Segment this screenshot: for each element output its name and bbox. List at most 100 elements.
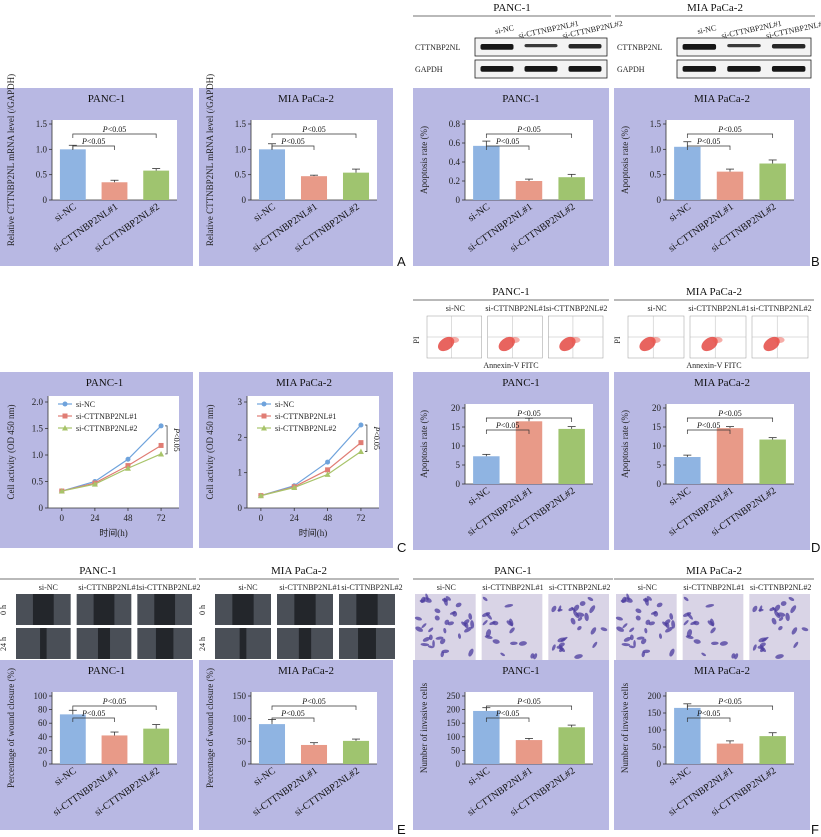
significance-label: P<0.05 <box>301 125 325 134</box>
y-tick-label: 0.2 <box>449 176 460 186</box>
significance-label: P<0.05 <box>696 709 720 718</box>
significance-label: P<0.05 <box>102 125 126 134</box>
data-point <box>325 467 331 473</box>
legend-label: si-NC <box>275 400 294 409</box>
invasive-cell <box>560 636 568 642</box>
bar-si-NC <box>473 145 500 200</box>
chart-title: MIA PaCa-2 <box>694 665 750 677</box>
p-italic: P <box>102 697 108 706</box>
invasive-cell <box>579 601 586 606</box>
invasive-cell <box>587 596 594 601</box>
p-italic: P <box>372 426 381 432</box>
invasive-cell <box>640 638 647 645</box>
chart-title: MIA PaCa-2 <box>278 665 334 677</box>
y-tick-label: 10 <box>652 441 662 451</box>
bar-chart-E2: MIA PaCa-2 0 50 100 150 Percentage of wound c… <box>199 660 393 830</box>
invasive-cell <box>428 627 434 633</box>
bar-si-CTTNBP2NL#1 <box>515 740 543 764</box>
bar-si-CTTNBP2NL#2 <box>759 439 786 484</box>
invasive-cell <box>584 612 589 622</box>
invasive-cell <box>752 644 757 651</box>
invasive-cell <box>427 645 434 649</box>
y-tick-label: 0 <box>43 195 48 205</box>
invasive-cell <box>447 621 454 626</box>
invasive-cell <box>636 636 645 640</box>
y-tick-label: 20 <box>451 403 461 413</box>
bar-chart-F2: MIA PaCa-2 0 50 100 150 200 Number of invasive… <box>614 660 810 830</box>
invasive-cell <box>669 648 675 657</box>
wound-sample-label: si-CTTNBP2NL#1 <box>78 583 139 592</box>
p-rest: <0.05 <box>372 431 381 450</box>
significance-label: P<0.05 <box>696 137 720 146</box>
wound-gap <box>32 594 54 625</box>
data-point <box>158 423 164 429</box>
invasive-cell <box>669 613 674 620</box>
y-axis-label: Cell activity (OD 450 nm) <box>205 405 215 500</box>
invasive-cell <box>482 612 491 617</box>
invasive-cell <box>635 615 641 621</box>
invasive-cell <box>443 627 447 634</box>
significance-bracket <box>485 717 530 722</box>
significance-label: P<0.05 <box>372 426 381 450</box>
y-tick-label: 0 <box>43 759 48 769</box>
invasive-cell <box>457 633 461 639</box>
wound-title: PANC-1 <box>79 565 117 577</box>
invasive-cell <box>435 636 444 640</box>
invasive-cell <box>600 627 608 632</box>
p-rest: <0.05 <box>702 421 721 430</box>
chart-title: MIA PaCa-2 <box>276 377 332 389</box>
line-chart-C2: MIA PaCa-2 0 1 2 3 0 24 48 72 时间(h) Cell activity … <box>199 372 393 548</box>
invasive-cell <box>686 612 693 620</box>
bar-si-CTTNBP2NL#1 <box>101 182 128 200</box>
invasive-cell <box>590 627 597 635</box>
p-rest: <0.05 <box>87 137 106 146</box>
invasive-cell <box>415 626 424 632</box>
bar-si-CTTNBP2NL#1 <box>716 171 744 200</box>
flow-cell-cluster <box>449 337 460 343</box>
blot-row-label: CTTNBP2NL <box>415 43 460 52</box>
x-tick-label: 0 <box>60 513 65 523</box>
blot-title: MIA PaCa-2 <box>687 2 743 14</box>
y-tick-label: 20 <box>38 745 48 755</box>
western-blot-group: MIA PaCa-2si-NC si-CTTNBP2NL#1si-CTTNBP2N… <box>615 2 821 79</box>
p-rest: <0.05 <box>501 137 520 146</box>
significance-label: P<0.05 <box>717 125 741 134</box>
western-blot-group: PANC-1si-NC si-CTTNBP2NL#1si-CTTNBP2NL#2C… <box>413 2 623 79</box>
p-italic: P <box>81 709 87 718</box>
p-rest: <0.05 <box>307 697 326 706</box>
invasive-cell <box>500 652 506 657</box>
p-rest: <0.05 <box>723 409 742 418</box>
wound-row-label: 24 h <box>0 637 8 651</box>
invasive-cell <box>551 644 556 651</box>
y-tick-label: 0.5 <box>650 170 662 180</box>
flow-cell-cluster <box>570 337 581 343</box>
invasive-cell <box>685 635 694 639</box>
significance-label: P<0.05 <box>516 697 540 706</box>
y-tick-label: 15 <box>451 422 461 432</box>
y-tick-label: 100 <box>648 725 662 735</box>
p-rest: <0.05 <box>723 125 742 134</box>
y-tick-label: 200 <box>648 691 662 701</box>
panel-letter-E: E <box>397 822 406 837</box>
invasive-cell <box>425 593 429 601</box>
invasive-cell <box>509 627 515 634</box>
invasive-cell <box>577 625 582 631</box>
invasive-cell <box>711 641 719 646</box>
invasive-cell <box>577 616 583 621</box>
invasion-image <box>682 594 744 660</box>
wound-row-label: 24 h <box>198 637 207 651</box>
significance-label: P<0.05 <box>495 709 519 718</box>
flow-sample-label: si-CTTNBP2NL#1 <box>688 304 749 313</box>
y-tick-label: 50 <box>237 736 247 746</box>
invasive-cell <box>780 601 787 606</box>
flow-sample-label: si-CTTNBP2NL#1 <box>485 304 546 313</box>
invasive-cell <box>557 608 563 612</box>
invasive-cell <box>434 615 440 621</box>
lane-label: si-NC <box>697 23 718 36</box>
invasion-sample-label: si-NC <box>437 583 456 592</box>
significance-bracket <box>271 705 357 710</box>
wound-sample-label: si-NC <box>39 583 58 592</box>
data-point <box>358 440 364 446</box>
data-point <box>357 448 364 454</box>
